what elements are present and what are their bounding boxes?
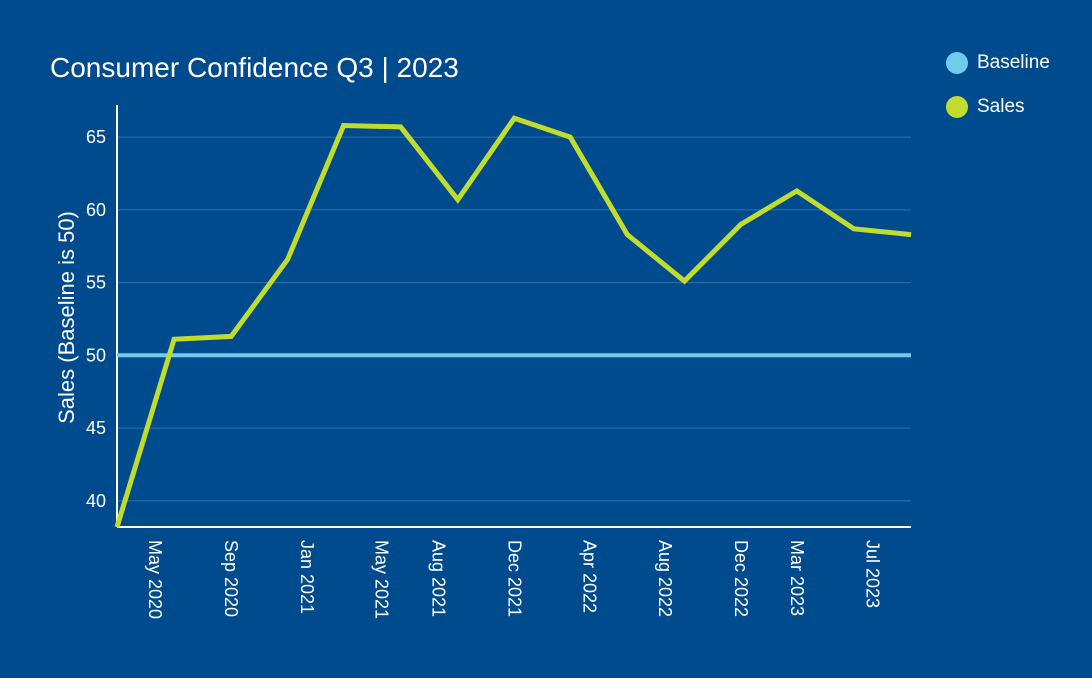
x-tick-label-9: Mar 2023 — [787, 540, 807, 616]
series-lines — [114, 115, 912, 528]
x-tick-label-8: Dec 2022 — [731, 540, 751, 617]
y-tick-label-65: 65 — [86, 127, 106, 147]
y-tick-label-45: 45 — [86, 418, 106, 438]
legend-label-baseline: Baseline — [977, 52, 1050, 73]
y-tick-label-55: 55 — [86, 273, 106, 293]
legend-swatch-baseline — [946, 52, 968, 74]
series-line-sales — [114, 115, 912, 528]
axes — [116, 105, 911, 528]
x-tick-label-1: Sep 2020 — [221, 540, 241, 617]
x-tick-label-0: May 2020 — [145, 540, 165, 619]
legend-label-sales: Sales — [977, 96, 1025, 117]
x-tick-label-10: Jul 2023 — [863, 540, 883, 608]
tick-labels: 40 45 50 55 60 65 May 2020 Sep 2020 Jan 2021 May … — [54, 127, 883, 619]
chart-title: Consumer Confidence Q3 | 2023 — [50, 52, 459, 83]
x-tick-label-7: Aug 2022 — [655, 540, 675, 617]
x-tick-label-4: Aug 2021 — [429, 540, 449, 617]
y-tick-label-50: 50 — [86, 345, 106, 365]
x-tick-label-6: Apr 2022 — [579, 540, 599, 613]
y-tick-label-60: 60 — [86, 200, 106, 220]
x-tick-label-3: May 2021 — [371, 540, 391, 619]
y-tick-label-40: 40 — [86, 491, 106, 511]
x-tick-label-5: Dec 2021 — [504, 540, 524, 617]
legend-swatch-sales — [946, 96, 968, 118]
x-tick-label-2: Jan 2021 — [297, 540, 317, 614]
y-axis-title: Sales (Baseline is 50) — [54, 211, 79, 424]
